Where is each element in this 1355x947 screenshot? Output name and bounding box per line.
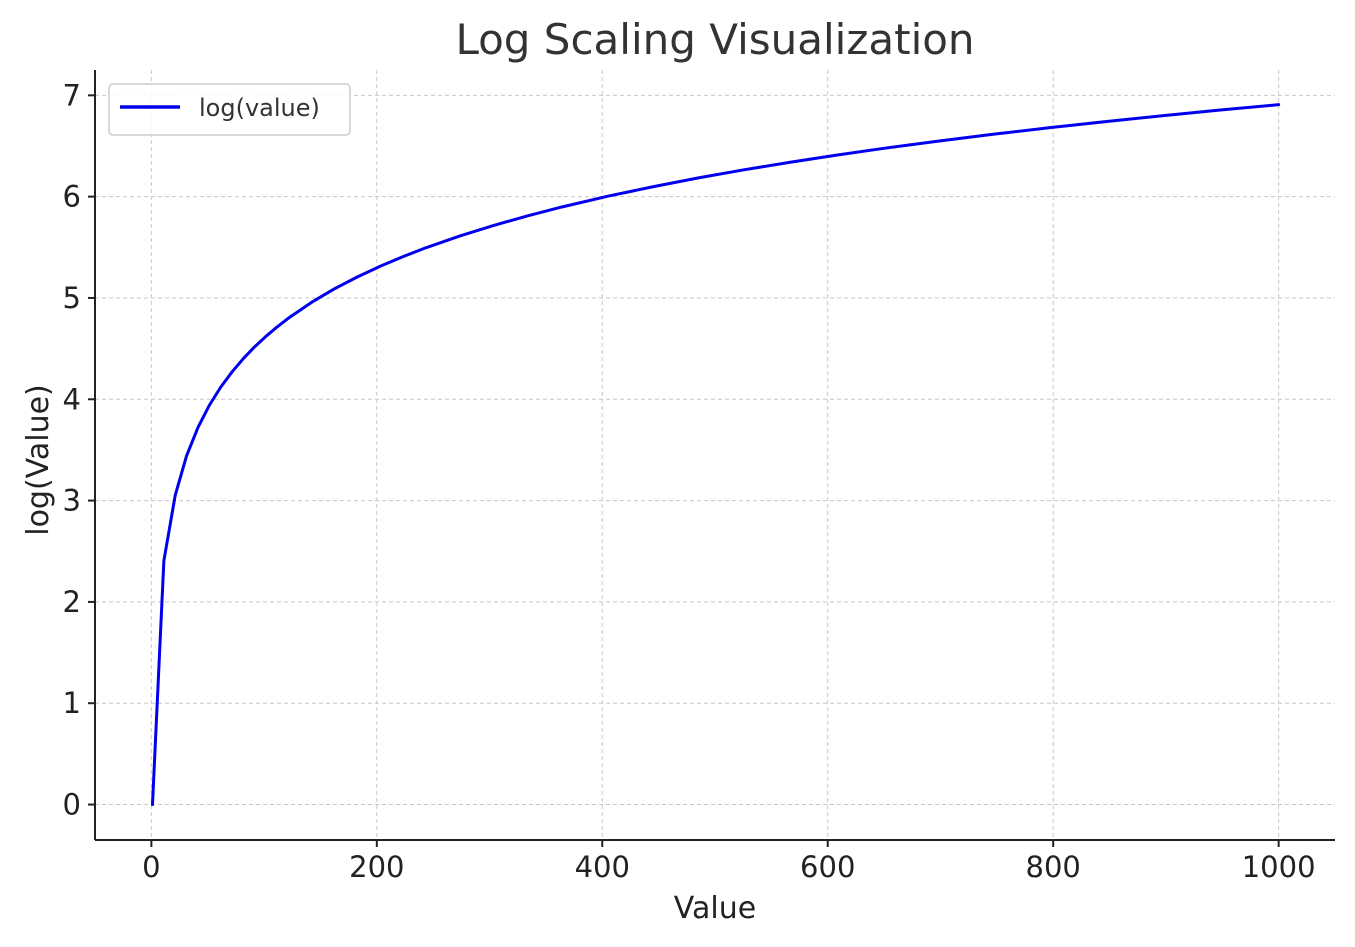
y-tick-label: 2	[63, 585, 81, 619]
x-tick-label: 600	[800, 850, 855, 884]
legend: log(value)	[108, 83, 351, 136]
legend-entry-log-value: log(value)	[199, 94, 320, 122]
x-tick-label: 0	[142, 850, 160, 884]
y-tick-label: 4	[63, 382, 81, 416]
series-line-log-value	[150, 103, 1281, 807]
x-axis-ticks: 0 200 400 600 800 1000	[142, 840, 1316, 884]
y-tick-label: 5	[63, 281, 81, 315]
x-axis-label: Value	[674, 891, 756, 926]
y-axis-ticks: 0 1 2 3 4 5 6 7	[63, 78, 95, 822]
y-tick-label: 7	[63, 78, 81, 112]
y-tick-label: 6	[63, 180, 81, 214]
grid-lines	[95, 70, 1335, 840]
x-tick-label: 400	[575, 850, 630, 884]
plot-area	[150, 103, 1281, 807]
y-tick-label: 0	[63, 788, 81, 822]
chart-title: Log Scaling Visualization	[455, 15, 974, 64]
y-tick-label: 1	[63, 686, 81, 720]
axes	[94, 70, 1335, 841]
x-tick-label: 800	[1026, 850, 1081, 884]
x-tick-label: 1000	[1242, 850, 1316, 884]
legend-box	[108, 83, 351, 136]
y-axis-label: log(Value)	[21, 384, 56, 536]
y-tick-label: 3	[63, 484, 81, 518]
x-tick-label: 200	[349, 850, 404, 884]
